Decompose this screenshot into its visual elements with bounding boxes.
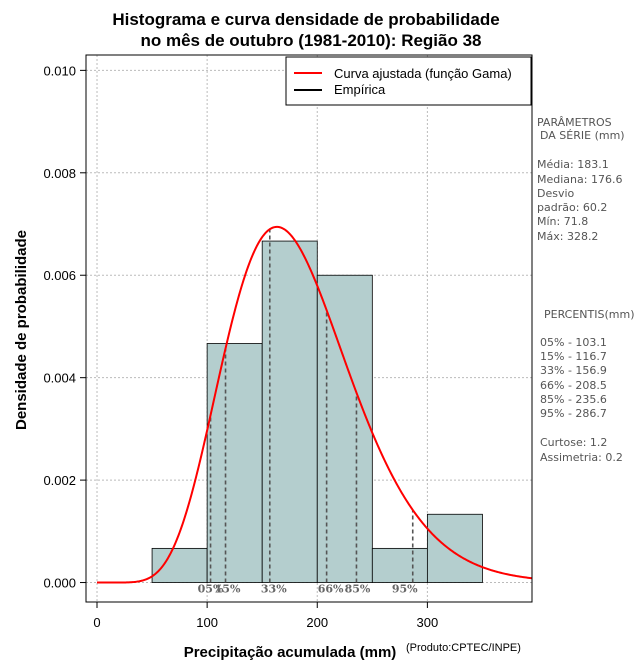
legend-curve-label: Curva ajustada (função Gama): [334, 66, 512, 81]
param-min: Mín: 71.8: [537, 215, 588, 228]
legend: Curva ajustada (função Gama) Empírica: [285, 56, 532, 106]
param-assimetria: Assimetria: 0.2: [540, 451, 623, 464]
x-axis: 0 100 200 300: [93, 602, 438, 630]
histogram-bars: [151, 240, 483, 583]
side-panel: PARÂMETROS DA SÉRIE (mm) Média: 183.1 Me…: [537, 116, 635, 464]
percentil-33: 33% - 156.9: [540, 364, 607, 377]
percentil-85: 85% - 235.6: [540, 393, 607, 406]
percentis-heading: PERCENTIS(mm): [544, 308, 635, 321]
histogram-bar: [426, 513, 483, 583]
y-tick-label: 0.000: [43, 576, 76, 591]
y-tick-label: 0.002: [43, 473, 76, 488]
percentile-label: 15%: [215, 583, 241, 596]
histogram-bar: [151, 547, 208, 583]
percentil-95: 95% - 286.7: [540, 407, 607, 420]
gamma-curve: [97, 225, 533, 584]
x-tick-label: 300: [417, 615, 439, 630]
x-tick-label: 100: [196, 615, 218, 630]
param-media: Média: 183.1: [537, 158, 609, 171]
y-tick-label: 0.004: [43, 371, 76, 386]
params-heading-2: DA SÉRIE (mm): [540, 129, 625, 142]
params-heading-1: PARÂMETROS: [537, 116, 612, 129]
percentil-15: 15% - 116.7: [540, 350, 607, 363]
y-axis-label: Densidade de probabilidade: [13, 230, 30, 430]
param-curtose: Curtose: 1.2: [540, 436, 607, 449]
percentile-labels: 05%15% 33% 66% 85% 95%: [198, 583, 418, 596]
chart-title-line2: no mês de outubro (1981-2010): Região 38: [140, 31, 481, 50]
param-desvio-1: Desvio: [537, 187, 575, 200]
percentile-label: 66%: [318, 583, 344, 596]
param-mediana: Mediana: 176.6: [537, 173, 622, 186]
y-axis: 0.000 0.002 0.004 0.006 0.008 0.010: [43, 63, 86, 591]
param-max: Máx: 328.2: [537, 230, 598, 243]
gamma-curve-layer: [97, 225, 533, 584]
x-tick-label: 200: [306, 615, 328, 630]
param-desvio-2: padrão: 60.2: [537, 201, 607, 214]
percentile-label: 85%: [345, 583, 371, 596]
legend-empirical-label: Empírica: [334, 82, 386, 97]
percentile-lines: [209, 229, 414, 583]
y-tick-label: 0.006: [43, 268, 76, 283]
percentile-label: 33%: [261, 583, 287, 596]
percentile-label: 05%: [198, 583, 224, 596]
histogram-bar: [206, 343, 263, 583]
histogram-bar: [371, 547, 428, 583]
y-tick-label: 0.010: [43, 63, 76, 78]
credit-text: (Produto:CPTEC/INPE): [406, 642, 521, 654]
percentile-label: 95%: [392, 583, 418, 596]
x-tick-label: 0: [93, 615, 100, 630]
histogram-bar: [316, 274, 373, 583]
legend-box: [285, 56, 532, 106]
histogram-bar: [261, 240, 318, 583]
y-tick-label: 0.008: [43, 166, 76, 181]
percentil-66: 66% - 208.5: [540, 379, 607, 392]
percentil-05: 05% - 103.1: [540, 336, 607, 349]
x-axis-label: Precipitação acumulada (mm): [184, 644, 397, 660]
plot-frame: [85, 54, 533, 603]
chart-title-line1: Histograma e curva densidade de probabil…: [112, 10, 499, 29]
